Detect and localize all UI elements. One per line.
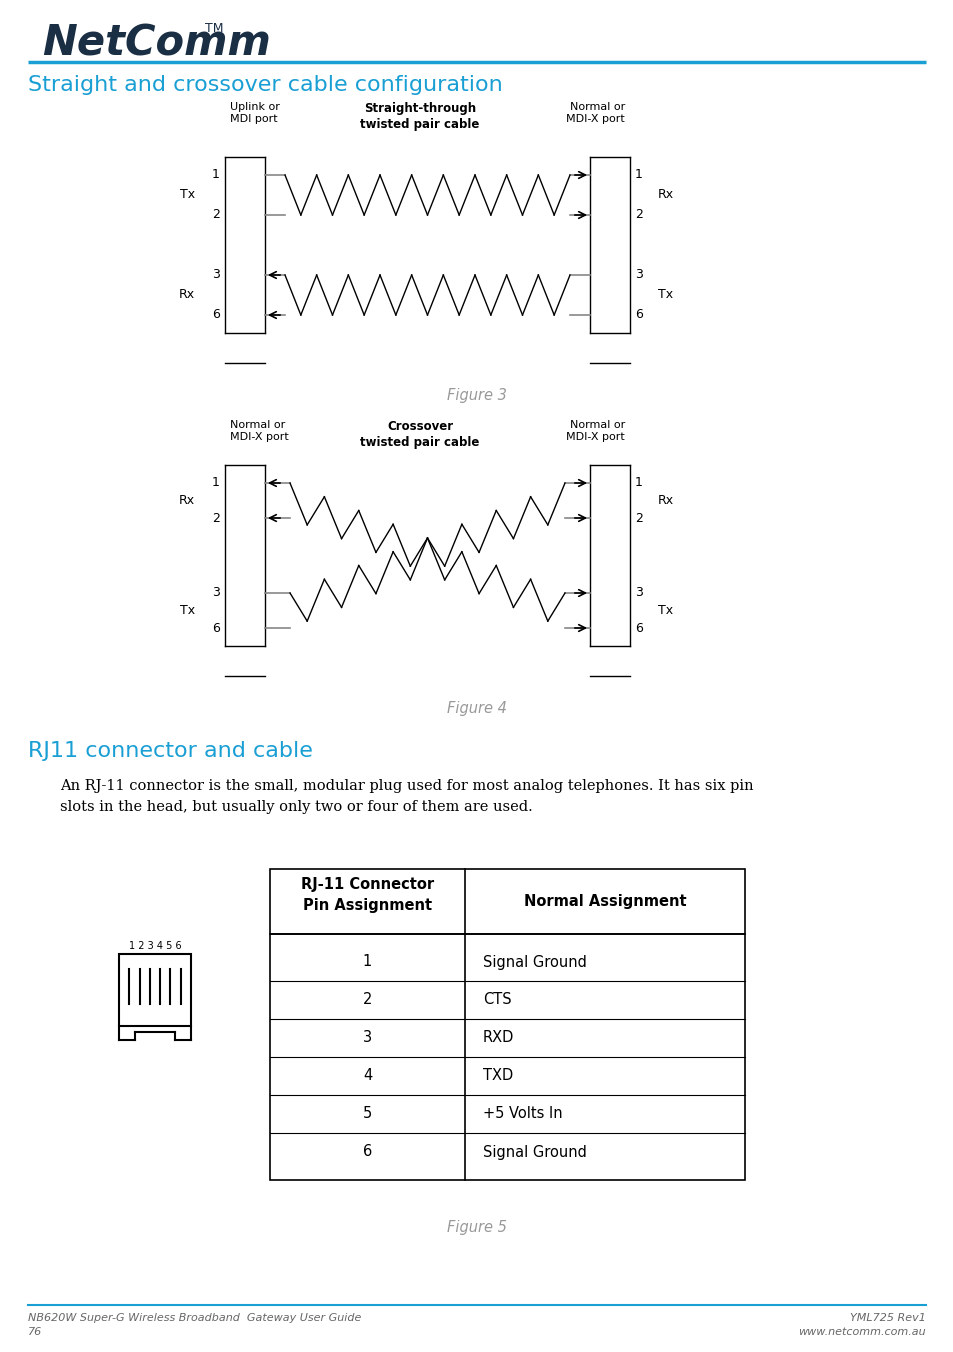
Bar [270,934,744,1180]
Text: NB620W Super-G Wireless Broadband  Gateway User Guide: NB620W Super-G Wireless Broadband Gatewa… [28,1313,361,1324]
Text: Tx: Tx [180,604,194,617]
Text: Tx: Tx [180,188,194,201]
Text: Normal or
MDI-X port: Normal or MDI-X port [230,420,289,442]
Text: Normal or
MDI-X port: Normal or MDI-X port [566,101,624,124]
Text: Tx: Tx [658,288,673,301]
Text: 2: 2 [635,511,642,525]
Text: Uplink or
MDI port: Uplink or MDI port [230,101,279,124]
Text: NetComm: NetComm [42,22,271,64]
Text: YML725 Rev1: YML725 Rev1 [849,1313,925,1324]
Text: Rx: Rx [658,188,674,201]
Text: 4: 4 [362,1068,372,1083]
Text: Signal Ground: Signal Ground [482,1145,586,1160]
Text: 1: 1 [362,955,372,969]
Text: 3: 3 [635,269,642,281]
Text: TM: TM [205,22,223,35]
Text: Signal Ground: Signal Ground [482,955,586,969]
Text: Figure 3: Figure 3 [447,388,506,403]
Text: 2: 2 [362,992,372,1007]
Text: www.netcomm.com.au: www.netcomm.com.au [798,1328,925,1337]
Text: 6: 6 [635,622,642,634]
Text: 6: 6 [212,308,220,322]
Text: RJ-11 Connector
Pin Assignment: RJ-11 Connector Pin Assignment [300,877,434,913]
Text: 5: 5 [362,1106,372,1122]
Text: 6: 6 [635,308,642,322]
Text: 76: 76 [28,1328,42,1337]
Text: TXD: TXD [482,1068,513,1083]
Text: CTS: CTS [482,992,511,1007]
Text: Figure 4: Figure 4 [447,700,506,717]
Text: 3: 3 [362,1030,372,1045]
Text: RXD: RXD [482,1030,514,1045]
Text: Normal Assignment: Normal Assignment [523,894,685,909]
Text: 6: 6 [362,1145,372,1160]
Text: Rx: Rx [658,493,674,507]
Text: Straight and crossover cable configuration: Straight and crossover cable configurati… [28,74,502,95]
Text: 6: 6 [212,622,220,634]
Text: 3: 3 [212,587,220,599]
Text: Normal or
MDI-X port: Normal or MDI-X port [566,420,624,442]
Text: +5 Volts In: +5 Volts In [482,1106,562,1122]
Text: 3: 3 [635,587,642,599]
Text: Tx: Tx [658,604,673,617]
Bar [270,869,744,934]
Text: 2: 2 [212,208,220,222]
Text: 1: 1 [212,476,220,489]
Text: Crossover
twisted pair cable: Crossover twisted pair cable [360,420,479,449]
Text: Figure 5: Figure 5 [447,1220,506,1234]
Text: RJ11 connector and cable: RJ11 connector and cable [28,741,313,761]
Text: Rx: Rx [178,288,194,301]
Bar [119,955,191,1026]
Text: 2: 2 [635,208,642,222]
Text: 1: 1 [635,476,642,489]
Text: 1: 1 [635,169,642,181]
Text: 3: 3 [212,269,220,281]
Text: 1: 1 [212,169,220,181]
Text: 1 2 3 4 5 6: 1 2 3 4 5 6 [129,941,181,950]
Text: Straight-through
twisted pair cable: Straight-through twisted pair cable [360,101,479,131]
Text: 2: 2 [212,511,220,525]
Text: An RJ-11 connector is the small, modular plug used for most analog telephones. I: An RJ-11 connector is the small, modular… [60,779,753,814]
Text: Rx: Rx [178,493,194,507]
